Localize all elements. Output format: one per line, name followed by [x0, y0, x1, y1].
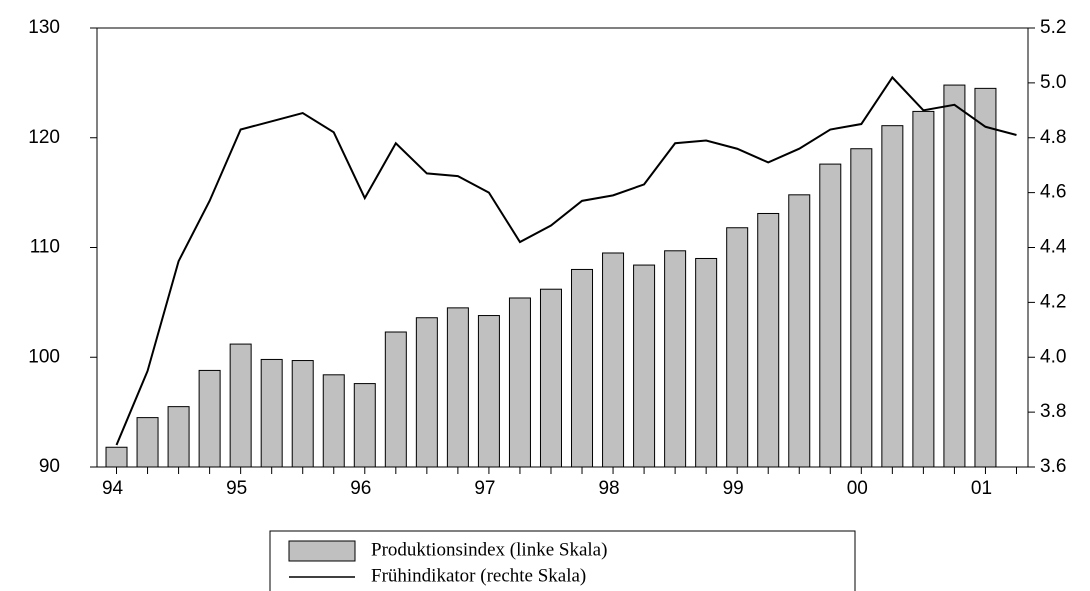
- y2-tick-label: 4.4: [1040, 237, 1067, 258]
- x-tick-label: 95: [226, 478, 247, 499]
- x-tick-label: 01: [971, 478, 992, 499]
- bar: [446, 307, 469, 468]
- y-tick-label: 120: [28, 127, 60, 148]
- y2-tick-label: 4.6: [1040, 182, 1066, 203]
- y2-tick-label: 4.0: [1040, 346, 1066, 367]
- legend-box: [269, 530, 856, 591]
- y-tick-label: 130: [28, 17, 60, 38]
- bar: [695, 257, 718, 468]
- y2-tick-label: 3.6: [1040, 456, 1066, 477]
- y2-tick-label: 3.8: [1040, 401, 1066, 422]
- bar: [260, 358, 283, 468]
- bar: [291, 360, 314, 468]
- legend-label: Produktionsindex (linke Skala): [371, 539, 607, 560]
- bar: [633, 264, 656, 468]
- bar: [539, 288, 562, 468]
- x-tick-label: 98: [598, 478, 619, 499]
- x-tick-label: 97: [474, 478, 495, 499]
- bar: [664, 250, 687, 468]
- legend-swatch: [288, 540, 356, 562]
- line: [115, 75, 1017, 446]
- bar: [602, 252, 625, 468]
- bar: [229, 343, 252, 468]
- bar: [571, 268, 594, 468]
- bar: [757, 212, 780, 468]
- bar: [415, 317, 438, 468]
- y2-tick-label: 5.0: [1040, 72, 1066, 93]
- y-tick-label: 110: [30, 237, 60, 258]
- bar: [167, 406, 190, 468]
- y-tick-label: 90: [39, 456, 60, 477]
- y-tick-label: 100: [28, 346, 60, 367]
- x-tick-label: 96: [350, 478, 371, 499]
- y2-tick-label: 4.8: [1040, 127, 1066, 148]
- bar: [943, 84, 966, 468]
- bar: [136, 417, 159, 468]
- bar: [912, 110, 935, 468]
- bar: [726, 227, 749, 468]
- y2-tick-label: 5.2: [1040, 17, 1066, 38]
- legend-label: Frühindikator (rechte Skala): [371, 565, 586, 586]
- y2-tick-label: 4.2: [1040, 291, 1066, 312]
- bar: [508, 297, 531, 468]
- bar: [881, 125, 904, 468]
- bar: [353, 383, 376, 468]
- bar: [322, 374, 345, 468]
- x-tick-label: 99: [723, 478, 744, 499]
- bar: [819, 163, 842, 468]
- bar: [788, 194, 811, 468]
- x-tick-label: 00: [847, 478, 868, 499]
- x-tick-label: 94: [102, 478, 124, 499]
- bar: [477, 315, 500, 468]
- bar: [105, 446, 128, 468]
- bar: [384, 331, 407, 468]
- bar: [974, 87, 997, 468]
- bar: [198, 369, 221, 468]
- bar: [850, 148, 873, 468]
